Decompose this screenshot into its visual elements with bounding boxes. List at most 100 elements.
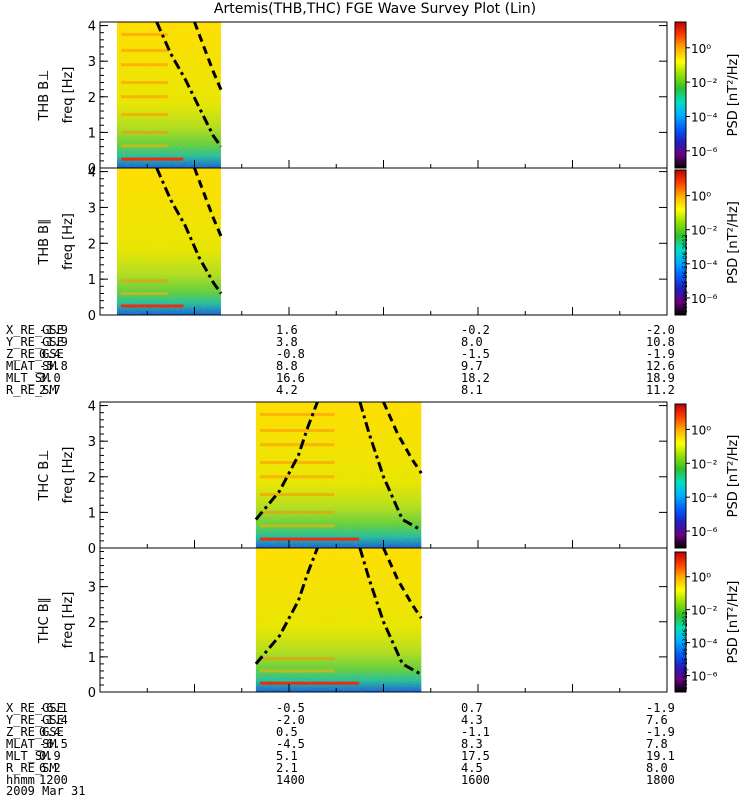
y-tick-label: 3: [88, 201, 96, 216]
harmonic-band: [121, 63, 168, 67]
ephemeris-row-label: MLAT_SM: [6, 359, 57, 373]
thc-par-panel: 0 1 2 3 THC B∥ freq [Hz]: [37, 547, 668, 701]
harmonic-band: [121, 157, 184, 161]
ephemeris-value: -1.9: [646, 725, 675, 739]
ephemeris-value: -1.5: [461, 347, 490, 361]
ephemeris-row-label: Z_RE_GSE: [6, 725, 64, 739]
ephemeris-row-label: X_RE_GSE: [6, 323, 64, 337]
harmonic-band: [259, 428, 335, 432]
ephemeris-value: 9.7: [461, 359, 483, 373]
harmonic-band: [121, 144, 168, 148]
ephemeris-value: 0.4: [39, 725, 61, 739]
ephemeris-value: -0.2: [461, 323, 490, 337]
y-tick-label: 2: [88, 471, 96, 486]
harmonic-band: [259, 443, 335, 447]
colorbar-tick-label: 10⁰: [691, 571, 711, 585]
ephemeris-row-label: hhmm: [6, 773, 35, 787]
dashed-frequency-curve: [193, 167, 223, 237]
y-tick-label: 3: [88, 435, 96, 450]
y-tick-label: 1: [88, 651, 96, 666]
harmonic-band: [259, 493, 335, 497]
harmonic-band: [259, 510, 335, 514]
y-tick-label: 2: [88, 616, 96, 631]
y-tick-label: 2: [88, 91, 96, 106]
colorbar-gradient: [674, 551, 687, 693]
ephemeris-row-label: R_RE_SM: [6, 761, 57, 775]
colorbar-label: PSD [nT²/Hz]: [726, 201, 741, 284]
y-axis-label: freq [Hz]: [61, 67, 76, 124]
harmonic-band: [259, 412, 335, 416]
timestamp-stamp: Sat Sep 15 06:53:06 2012: [682, 234, 689, 313]
ephemeris-row-label: X_RE_GSE: [6, 701, 64, 715]
ephemeris-value: 0.5: [276, 725, 298, 739]
ephemeris-value: -1.1: [461, 725, 490, 739]
colorbar-gradient: [674, 169, 687, 316]
ephemeris-value: 11.2: [646, 383, 675, 397]
ephemeris-value: 19.1: [646, 749, 675, 763]
ephemeris-value: 1600: [461, 773, 490, 787]
ephemeris-value: -2.0: [276, 713, 305, 727]
ephemeris-value: -1.9: [646, 701, 675, 715]
ephemeris-value: 1200: [39, 773, 68, 787]
y-tick-label: 0: [88, 309, 96, 324]
y-tick-label: 4: [88, 400, 96, 415]
ephemeris-row-label: MLT_SM: [6, 749, 50, 763]
colorbar-label: PSD [nT²/Hz]: [726, 581, 741, 664]
panel-label: THB B⊥: [37, 69, 52, 121]
colorbar-tick-label: 10⁻⁶: [691, 292, 718, 306]
ephemeris-value: -5.8: [39, 359, 68, 373]
colorbar: 10⁰ 10⁻² 10⁻⁴ 10⁻⁶ PSD [nT²/Hz]: [674, 21, 741, 169]
ephemeris-value: -1.9: [39, 323, 68, 337]
colorbar-tick-label: 10⁰: [691, 42, 711, 56]
dashdot-frequency-curve: [155, 167, 223, 295]
ephemeris-value: 3.8: [276, 335, 298, 349]
y-tick-label: 3: [88, 55, 96, 70]
ephemeris-value: 8.3: [461, 737, 483, 751]
colorbar-label: PSD [nT²/Hz]: [726, 54, 741, 137]
ephemeris-value: 6.2: [39, 761, 61, 775]
ephemeris-value: 16.6: [276, 371, 305, 385]
ephemeris-value: -0.5: [276, 701, 305, 715]
ephemeris-value: 5.1: [276, 749, 298, 763]
harmonic-band: [259, 461, 335, 465]
ephemeris-value: -1.9: [646, 347, 675, 361]
ephemeris-row-label: Y_RE_GSE: [6, 335, 64, 349]
y-tick-label: 1: [88, 126, 96, 141]
ephemeris-row-label: MLT_SM: [6, 371, 50, 385]
harmonic-band: [121, 279, 168, 283]
harmonic-band: [259, 681, 360, 685]
colorbar-tick-label: 10⁻²: [691, 224, 718, 238]
ephemeris-value: -0.8: [276, 347, 305, 361]
ephemeris-value: 0.9: [39, 749, 61, 763]
thb-perp-panel: 0 1 2 3 4 THB B⊥ freq [Hz]: [37, 20, 668, 177]
dashdot-frequency-curve: [254, 401, 319, 521]
ephemeris-value: 7.6: [646, 713, 668, 727]
dashdot-frequency-curve: [358, 401, 423, 532]
ephemeris-value: 4.2: [276, 383, 298, 397]
harmonic-band: [121, 48, 168, 52]
harmonic-band: [259, 475, 335, 479]
dashdot-frequency-curve: [254, 547, 319, 665]
colorbar-gradient: [674, 403, 687, 549]
harmonic-band: [121, 32, 168, 36]
colorbar: 10⁰ 10⁻² 10⁻⁴ 10⁻⁶ PSD [nT²/Hz] Sat Sep 15 06…: [674, 551, 741, 693]
colorbar-tick-label: 10⁰: [691, 423, 711, 437]
ephemeris-value: 12.6: [646, 359, 675, 373]
colorbar-tick-label: 10⁻⁴: [691, 258, 718, 272]
colorbar-gradient: [674, 21, 687, 169]
ephemeris-row-label: MLAT_SM: [6, 737, 57, 751]
dashed-frequency-curve: [382, 401, 423, 475]
thb-par-panel: 0 1 2 3 4 THB B∥ freq [Hz]: [37, 166, 668, 324]
panel-label: THC B∥: [37, 597, 52, 644]
ephemeris-value: -1.4: [39, 713, 68, 727]
ephemeris-value: 8.8: [276, 359, 298, 373]
ephemeris-value: 10.8: [646, 335, 675, 349]
dashed-frequency-curve: [193, 21, 223, 91]
harmonic-band: [259, 524, 335, 528]
ephemeris-value: 18.2: [461, 371, 490, 385]
ephemeris-value: 7.8: [646, 737, 668, 751]
colorbar-label: PSD [nT²/Hz]: [726, 435, 741, 518]
colorbar-tick-label: 10⁻⁶: [691, 670, 718, 684]
ephemeris-value: 2.7: [39, 383, 61, 397]
ephemeris-value: -4.5: [276, 737, 305, 751]
